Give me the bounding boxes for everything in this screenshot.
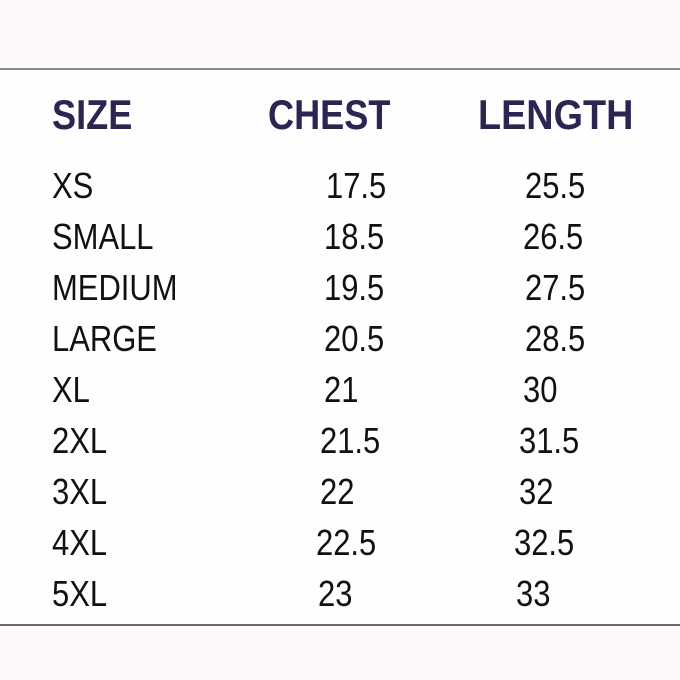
cell-chest: 22	[320, 471, 355, 512]
cell-chest: 23	[318, 573, 353, 614]
cell-size: MEDIUM	[52, 267, 178, 308]
cell-length: 28.5	[525, 318, 586, 359]
cell-length: 32	[519, 471, 554, 512]
cell-chest: 21	[324, 369, 359, 410]
cell-length: 26.5	[523, 216, 584, 257]
cell-chest: 21.5	[320, 420, 381, 461]
cell-chest: 17.5	[326, 165, 387, 206]
header-length: LENGTH	[478, 91, 634, 138]
cell-size: XS	[52, 165, 94, 206]
cell-length: 32.5	[514, 522, 575, 563]
cell-size: LARGE	[52, 318, 157, 359]
cell-length: 30	[523, 369, 558, 410]
cell-chest: 20.5	[324, 318, 385, 359]
cell-chest: 19.5	[324, 267, 385, 308]
cell-size: SMALL	[52, 216, 154, 257]
cell-length: 27.5	[525, 267, 586, 308]
cell-size: XL	[52, 369, 90, 410]
cell-chest: 18.5	[324, 216, 385, 257]
size-chart-panel	[0, 68, 680, 626]
cell-size: 2XL	[52, 420, 108, 461]
cell-size: 3XL	[52, 471, 108, 512]
cell-size: 4XL	[52, 522, 108, 563]
cell-size: 5XL	[52, 573, 108, 614]
header-chest: CHEST	[268, 91, 391, 138]
cell-chest: 22.5	[316, 522, 377, 563]
cell-length: 31.5	[519, 420, 580, 461]
header-size: SIZE	[52, 91, 133, 138]
cell-length: 33	[516, 573, 551, 614]
cell-length: 25.5	[525, 165, 586, 206]
